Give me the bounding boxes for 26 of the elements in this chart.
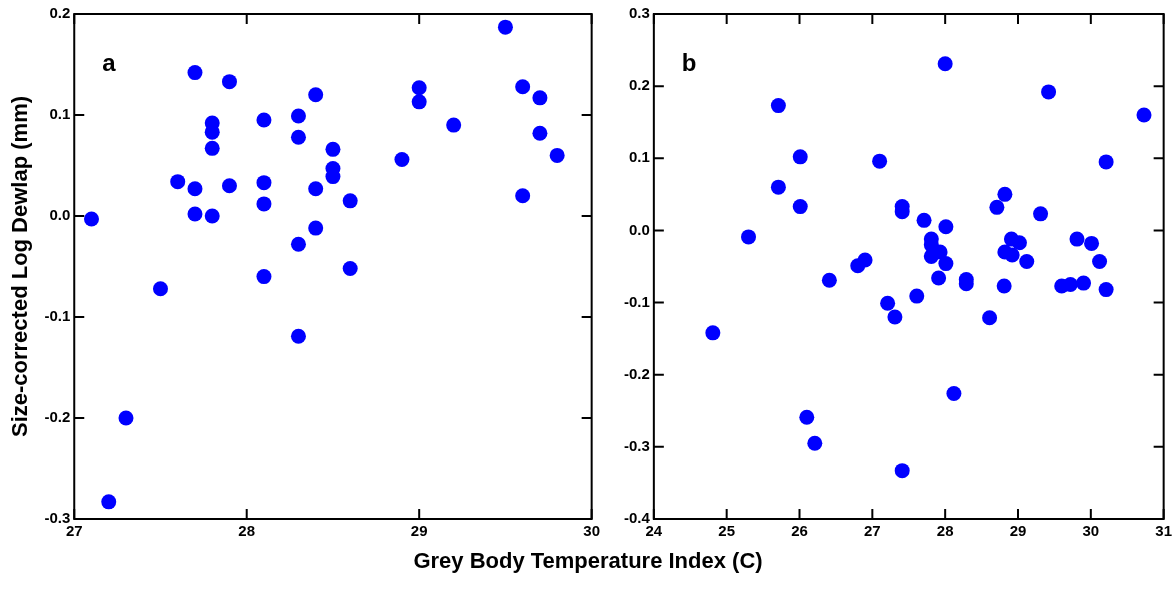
x-tick-label: 27: [863, 522, 881, 540]
y-tick-label: 0.1: [49, 105, 71, 123]
y-tick-label: 0.2: [628, 76, 650, 94]
x-tick-label: 28: [238, 522, 256, 540]
y-tick-label: 0.3: [628, 4, 650, 22]
y-tick-label: -0.3: [623, 437, 650, 454]
x-tick-label: 30: [1082, 522, 1100, 540]
x-tick-label: 25: [718, 522, 736, 540]
x-tick-label: 28: [936, 522, 954, 540]
y-tick-label: -0.2: [44, 408, 71, 426]
annotation: b: [681, 48, 697, 76]
y-axis-title: Size-corrected Log Dewlap (mm): [7, 95, 33, 438]
y-tick-label: 0.0: [628, 220, 650, 238]
x-tick-label: 30: [583, 522, 600, 540]
x-tick-label: 29: [1009, 522, 1027, 540]
y-tick-label: -0.1: [623, 292, 650, 310]
x-tick-label: 26: [791, 522, 808, 540]
x-axis-title: Grey Body Temperature Index (C): [412, 548, 764, 574]
x-tick-label: 31: [1155, 522, 1172, 540]
y-tick-label: 0.0: [49, 206, 71, 224]
x-tick-label: 29: [410, 522, 428, 540]
y-tick-label: -0.2: [623, 364, 650, 382]
y-tick-label: 0.2: [49, 4, 71, 22]
y-tick-label: 0.1: [628, 148, 650, 166]
y-tick-label: -0.1: [44, 307, 71, 325]
annotation: a: [102, 48, 117, 76]
